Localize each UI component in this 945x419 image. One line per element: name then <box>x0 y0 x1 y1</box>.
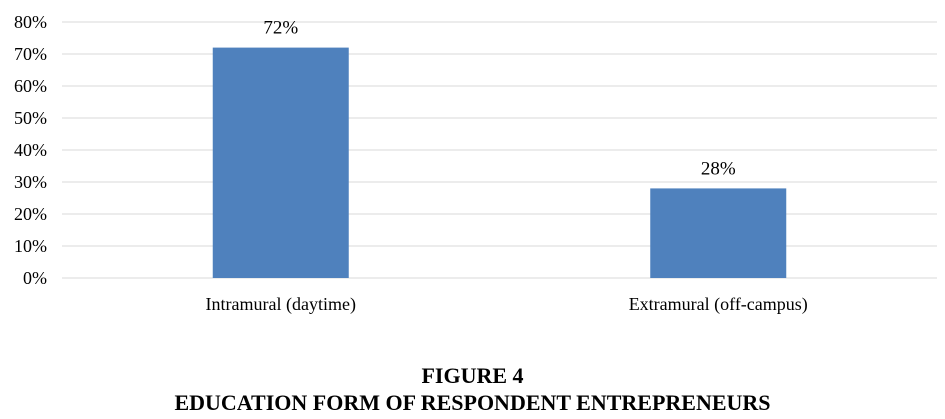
y-tick-label: 0% <box>23 268 47 288</box>
y-tick-label: 20% <box>14 204 47 224</box>
bar-chart: 0% 10% 20% 30% 40% 50% 60% 70% 80% 72% Intramural … <box>14 12 937 315</box>
figure-number: FIGURE 4 <box>421 363 524 388</box>
y-tick-label: 80% <box>14 12 47 32</box>
data-label: 28% <box>701 158 736 179</box>
category-label: Extramural (off-campus) <box>629 294 808 315</box>
bar <box>650 188 787 278</box>
y-tick-label: 50% <box>14 108 47 128</box>
figure-title: EDUCATION FORM OF RESPONDENT ENTREPRENEU… <box>174 390 771 415</box>
y-tick-label: 30% <box>14 172 47 192</box>
y-tick-label: 60% <box>14 76 47 96</box>
y-tick-label: 70% <box>14 44 47 64</box>
data-label: 72% <box>263 18 298 39</box>
y-tick-label: 40% <box>14 140 47 160</box>
bar <box>212 47 349 278</box>
category-label: Intramural (daytime) <box>206 294 356 315</box>
y-tick-label: 10% <box>14 236 47 256</box>
